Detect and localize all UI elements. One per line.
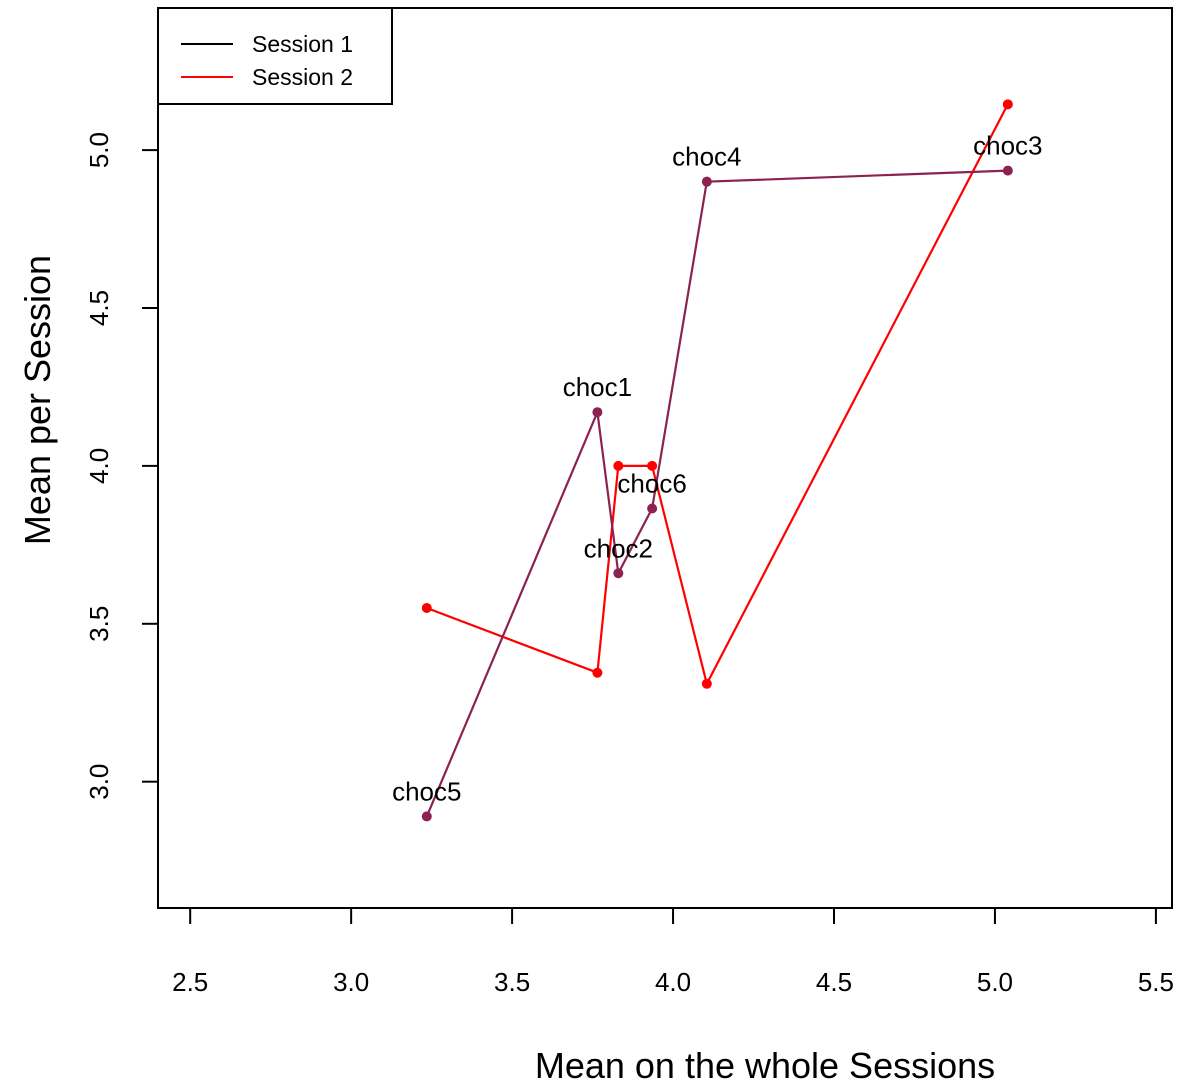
y-axis: 3.0 3.5 4.0 4.5 5.0 <box>84 132 159 800</box>
data-point-session-2-1 <box>421 603 432 613</box>
y-tick-label-3-5: 3.5 <box>84 606 114 642</box>
x-tick-label-3-5: 3.5 <box>494 967 530 997</box>
data-point-session-1-6 <box>1002 165 1013 176</box>
data-point-session-2-2 <box>592 667 603 678</box>
data-point-session-1-5 <box>701 176 712 187</box>
x-tick-label-2-5: 2.5 <box>172 967 208 997</box>
data-point-session-1-4 <box>647 503 658 514</box>
point-label-choc1: choc1 <box>563 372 632 402</box>
y-axis-title: Mean per Session <box>17 255 58 545</box>
data-point-session-1-3 <box>613 568 624 579</box>
point-label-layer: choc5 choc1 choc2 choc6 choc4 choc3 <box>392 131 1042 807</box>
point-label-choc3: choc3 <box>973 131 1042 161</box>
x-tick-label-5-5: 5.5 <box>1138 967 1174 997</box>
series-line-session-2 <box>426 103 1009 687</box>
data-point-session-2-6 <box>1002 99 1013 110</box>
y-tick-label-3-0: 3.0 <box>84 764 114 800</box>
point-label-choc4: choc4 <box>672 142 741 172</box>
data-point-session-2-4 <box>647 460 658 471</box>
x-axis-title: Mean on the whole Sessions <box>535 1045 995 1086</box>
data-point-session-1-2 <box>592 407 603 418</box>
data-point-session-2-3 <box>613 460 624 471</box>
legend-label-session-1: Session 1 <box>252 31 353 57</box>
legend-label-session-2: Session 2 <box>252 64 353 90</box>
series-line-session-1 <box>425 169 1008 817</box>
series-layer <box>421 99 1013 822</box>
y-tick-label-5-0: 5.0 <box>84 132 114 168</box>
point-label-choc2: choc2 <box>584 533 653 563</box>
x-tick-label-4-0: 4.0 <box>655 967 691 997</box>
x-axis: 2.5 3.0 3.5 4.0 4.5 5.0 5.5 <box>172 907 1174 997</box>
point-label-choc5: choc5 <box>392 776 461 806</box>
y-tick-label-4-5: 4.5 <box>84 290 114 326</box>
y-tick-label-4-0: 4.0 <box>84 448 114 484</box>
x-tick-label-4-5: 4.5 <box>816 967 852 997</box>
data-point-session-2-5 <box>701 678 712 689</box>
legend: Session 1 Session 2 <box>157 7 393 105</box>
x-tick-label-5-0: 5.0 <box>977 967 1013 997</box>
x-tick-label-3-0: 3.0 <box>333 967 369 997</box>
data-point-session-1-1 <box>421 811 432 822</box>
legend-box <box>157 7 393 105</box>
point-label-choc6: choc6 <box>617 469 686 499</box>
